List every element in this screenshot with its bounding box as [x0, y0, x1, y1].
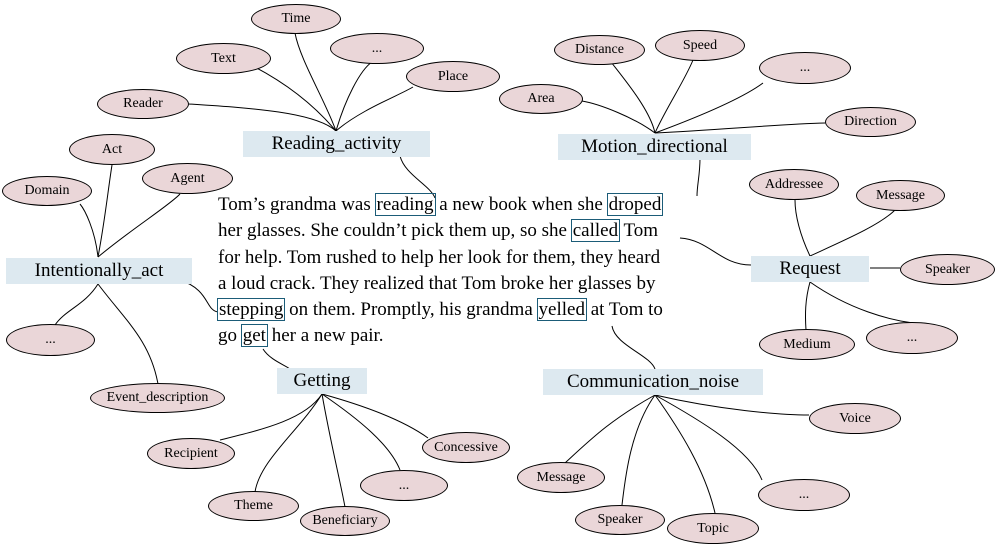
frame-request: Request — [751, 256, 869, 282]
element-domain: Domain — [2, 176, 92, 206]
frame-motion-directional: Motion_directional — [558, 134, 751, 160]
element-ellipsis-gt: ... — [360, 470, 448, 501]
connector-topic — [654, 394, 716, 514]
target-word-stepping: stepping — [216, 298, 286, 322]
element-ellipsis-rq: ... — [866, 322, 958, 354]
connector-event-description — [97, 283, 159, 385]
story-text: Tom — [619, 220, 659, 242]
element-area: Area — [499, 84, 583, 114]
story-text: Tom’s grandma was — [218, 194, 376, 215]
connector-ellipsis-md — [654, 82, 764, 134]
element-voice: Voice — [809, 403, 901, 434]
connector-agent — [97, 193, 181, 258]
target-word-called: called — [570, 219, 621, 243]
element-message-cn: Message — [517, 462, 605, 493]
element-addressee: Addressee — [749, 169, 839, 200]
element-text: Text — [176, 43, 271, 74]
element-speed: Speed — [655, 30, 745, 61]
story-line: a loud crack. They realized that Tom bro… — [218, 271, 733, 297]
target-word-reading: reading — [374, 193, 436, 216]
connector-act — [97, 164, 113, 258]
connector-recipient — [219, 393, 323, 441]
target-word-yelled: yelled — [536, 298, 587, 322]
element-direction: Direction — [825, 107, 916, 137]
element-recipient: Recipient — [147, 438, 235, 469]
element-time: Time — [251, 4, 341, 34]
target-word-get: get — [240, 324, 268, 348]
element-event-description: Event_description — [90, 383, 225, 413]
connector-reader — [188, 103, 337, 132]
target-word-droped: droped — [606, 193, 664, 216]
story-text: go — [218, 325, 242, 347]
story-text: on them. Promptly, his grandma — [284, 299, 538, 321]
connector-get — [262, 348, 291, 370]
connector-message-rq — [809, 209, 896, 257]
frame-reading-activity: Reading_activity — [243, 131, 430, 157]
connector-speaker-cn — [621, 394, 656, 506]
connector-addressee — [794, 199, 811, 257]
connector-yelled — [611, 325, 656, 370]
element-distance: Distance — [554, 35, 645, 65]
story-text: at Tom to — [585, 299, 663, 321]
frame-communication-noise: Communication_noise — [543, 369, 763, 395]
element-ellipsis-cn: ... — [758, 479, 850, 511]
connector-droped — [696, 157, 701, 197]
story-line: her glasses. She couldn’t pick them up, … — [218, 218, 733, 244]
connector-area — [581, 100, 656, 134]
element-medium: Medium — [759, 329, 855, 360]
connector-time — [294, 32, 337, 132]
connector-ellipsis-rq — [809, 281, 914, 324]
connector-ellipsis-gt — [321, 393, 401, 471]
story-line: stepping on them. Promptly, his grandma … — [216, 297, 733, 323]
element-ellipsis-ia: ... — [6, 324, 95, 356]
connector-speed — [654, 59, 694, 134]
connector-ellipsis-ia — [54, 283, 99, 326]
element-ellipsis-md: ... — [759, 52, 851, 84]
connector-ellipsis-cn — [654, 394, 763, 481]
connector-medium — [805, 281, 811, 331]
element-topic: Topic — [667, 513, 759, 544]
frame-intentionally-act: Intentionally_act — [6, 258, 192, 284]
element-ellipsis-ra: ... — [330, 33, 424, 64]
connector-place — [335, 86, 414, 132]
connector-domain — [79, 203, 99, 258]
connector-text — [252, 65, 337, 132]
connector-ellipsis-ra — [335, 61, 373, 132]
connector-beneficiary — [321, 393, 346, 508]
connector-reading — [399, 155, 436, 199]
element-speaker-cn: Speaker — [575, 505, 665, 535]
element-place: Place — [406, 61, 500, 92]
element-reader: Reader — [97, 89, 189, 119]
element-theme: Theme — [208, 491, 299, 521]
connector-called — [679, 237, 752, 266]
story-line: go get her a new pair. — [218, 323, 733, 349]
story-text: her glasses. She couldn’t pick them up, … — [218, 220, 572, 242]
connector-distance — [610, 61, 656, 134]
connector-voice — [654, 394, 810, 416]
element-concessive: Concessive — [422, 432, 510, 463]
element-message-rq: Message — [856, 180, 945, 211]
story-text: her a new pair. — [266, 325, 384, 347]
story-text: for help. Tom rushed to help her look fo… — [218, 246, 661, 268]
element-act: Act — [69, 134, 155, 165]
connector-concessive — [321, 393, 429, 439]
story-line: Tom’s grandma was reading a new book whe… — [218, 192, 733, 218]
story-paragraph: Tom’s grandma was reading a new book whe… — [216, 192, 733, 350]
frame-getting: Getting — [277, 368, 367, 394]
element-beneficiary: Beneficiary — [300, 506, 390, 536]
story-text: a new book when she — [434, 194, 608, 215]
connector-theme — [254, 393, 323, 493]
story-text: a loud crack. They realized that Tom bro… — [218, 272, 656, 294]
connector-direction — [654, 122, 826, 134]
element-speaker-rq: Speaker — [900, 254, 995, 285]
element-agent: Agent — [142, 163, 233, 194]
connector-message-cn — [564, 394, 656, 464]
story-line: for help. Tom rushed to help her look fo… — [218, 245, 733, 271]
connector-stepping — [179, 279, 219, 313]
